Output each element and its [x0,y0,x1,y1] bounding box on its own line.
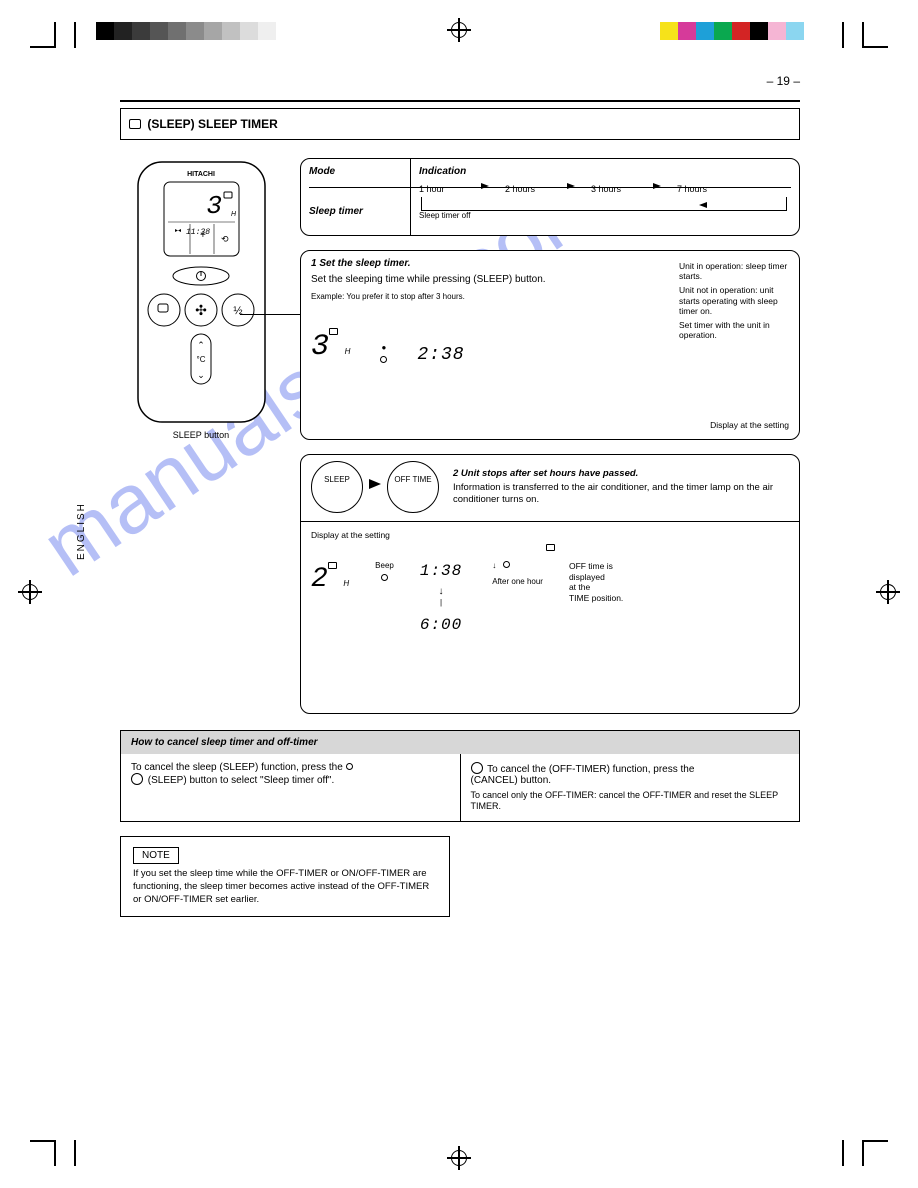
sleep-indicator-icon [329,328,338,335]
color-swatches [660,22,822,40]
sleep-indicator2-icon [546,544,555,551]
sleep-icon [129,119,141,129]
step2-hours: 2 H [311,561,349,599]
step2-offtime-val: 6:00 [420,615,462,637]
offtime-circle: OFF TIME [387,461,439,513]
registration-right [876,580,900,604]
sleep-small-icon [346,763,353,770]
step1-display: 3 H [311,327,350,368]
note-body: If you set the sleep time while the OFF-… [133,868,437,906]
svg-text:⟲: ⟲ [221,234,229,244]
step2-box: SLEEP OFF TIME 2 Unit stops after set ho… [300,454,800,714]
crop-mark-tr2 [842,22,856,48]
page-number: – 19 – [767,74,800,88]
language-tab: ENGLISH [76,502,87,560]
cancel-right-l2: (CANCEL) button. [471,775,790,786]
cancel-left-l1: To cancel the sleep (SLEEP) function, pr… [131,762,450,773]
top-rule [120,100,800,102]
cancel-heading: How to cancel sleep timer and off-timer [121,731,799,754]
hour-sequence: 1 hour 2 hours 3 hours 7 hours Sleep tim… [419,183,791,221]
beep-text: Beep [375,561,394,572]
step2-time: 1:38 [420,561,462,583]
crop-mark-tr [862,22,888,48]
one-hour-label: After one hour [492,577,543,587]
step1-time: 2:38 [417,343,464,367]
registration-left [18,580,42,604]
remote-callout: SLEEP button [120,430,282,440]
step2-title: 2 Unit stops after set hours have passed… [453,468,789,480]
remote-illustration: HITACHI 3 H 11:38 + ⟲ ▸◂ [134,158,269,428]
svg-text:11:38: 11:38 [186,228,210,237]
step2-disp-title: Display at the setting [311,530,789,541]
mode-label: Mode [309,165,402,179]
section-title-box: (SLEEP) SLEEP TIMER [120,108,800,140]
remote-brand: HITACHI [187,171,215,178]
crop-mark-tl [30,22,56,48]
cancel-left-l2: (SLEEP) button to select "Sleep timer of… [148,775,334,786]
registration-bottom [447,1146,471,1170]
svg-text:°C: °C [196,355,205,364]
svg-text:⌃: ⌃ [197,340,205,350]
lamp3-icon [503,561,510,568]
step1-box: 1 Set the sleep timer. Set the sleeping … [300,250,800,440]
sleep-indicator3-icon [328,562,337,569]
crop-mark-bl [30,1140,56,1166]
sleep-ico2 [131,773,143,785]
lamp-icon [380,356,387,363]
svg-text:⌄: ⌄ [197,370,205,380]
svg-text:✣: ✣ [195,302,207,318]
step1-side-notes: Unit in operation: sleep timer starts. U… [679,261,789,340]
svg-text:3: 3 [206,191,222,221]
crop-mark-br [862,1140,888,1166]
note-label: NOTE [133,847,179,865]
step2-para: Information is transferred to the air co… [453,482,789,506]
sleep-circle: SLEEP [311,461,363,513]
grayscale-swatches [96,22,294,40]
beep-label: ● [380,343,387,354]
section-title: (SLEEP) SLEEP TIMER [147,117,277,131]
cancel-right-sub: To cancel only the OFF-TIMER: cancel the… [471,790,790,813]
mode-indication-box: Mode Sleep timer Indication 1 hour 2 hou… [300,158,800,236]
lamp2-icon [381,574,388,581]
cancel-table: How to cancel sleep timer and off-timer … [120,730,800,822]
svg-text:½: ½ [233,305,242,317]
registration-top [447,18,471,42]
step1-disp-label: Display at the setting [710,420,789,431]
page-content: – 19 – (SLEEP) SLEEP TIMER HITACHI 3 H 1… [120,80,800,917]
indication-label: Indication [419,165,791,179]
crop-mark-bl2 [62,1140,76,1166]
crop-mark-br2 [842,1140,856,1166]
cancel-right-l1: To cancel the (OFF-TIMER) function, pres… [487,764,694,775]
svg-text:▸◂: ▸◂ [175,228,181,234]
note-box: NOTE If you set the sleep time while the… [120,836,450,918]
svg-text:+: + [200,230,206,241]
crop-mark-tl2 [62,22,76,48]
sleep-timer-label: Sleep timer [309,205,402,219]
offtimer-ico [471,762,483,774]
